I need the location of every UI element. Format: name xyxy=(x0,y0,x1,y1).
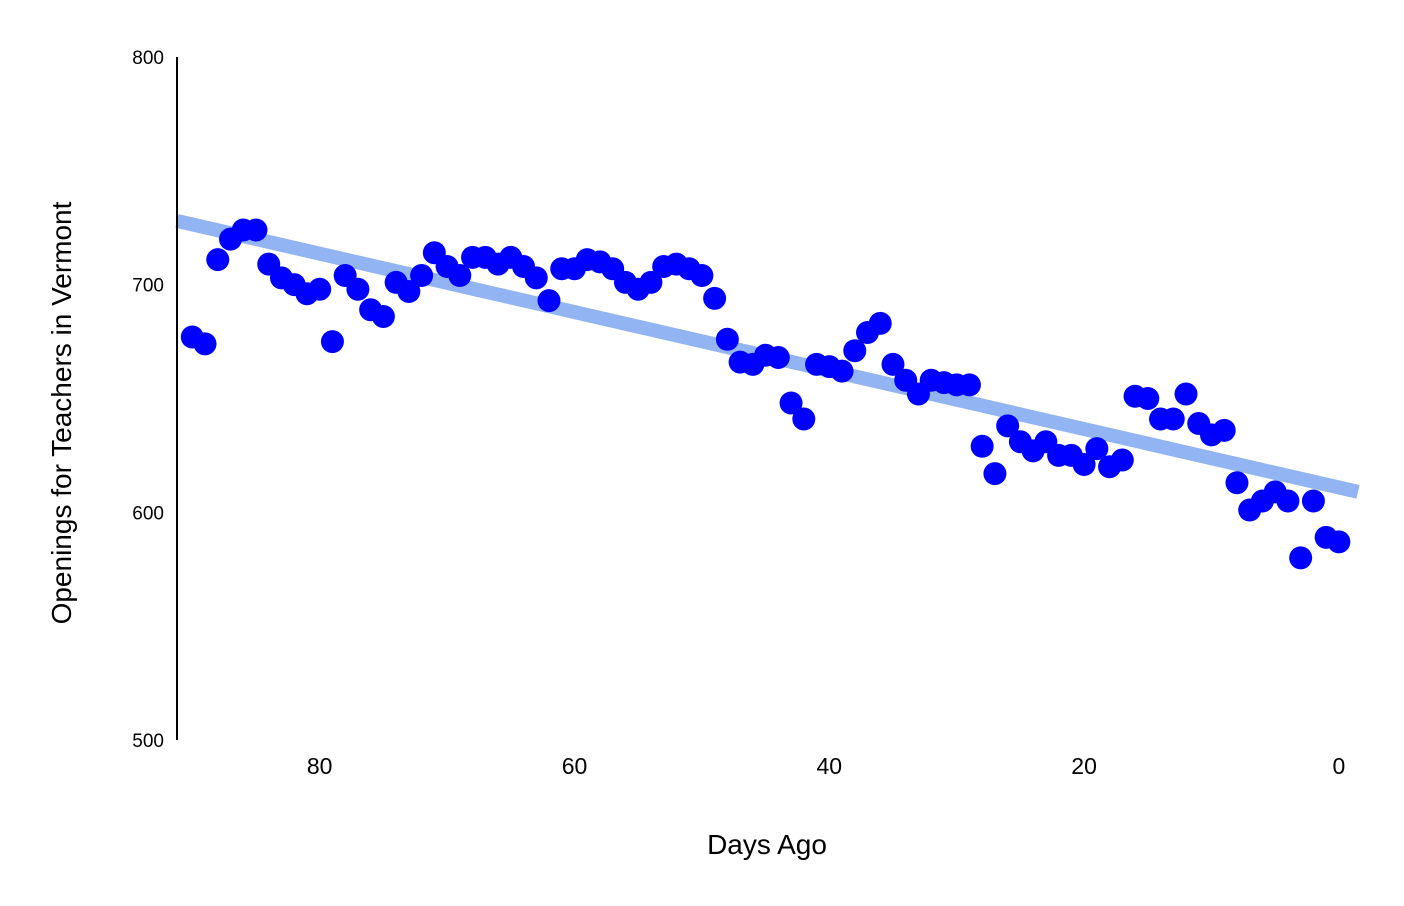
y-tick-label: 500 xyxy=(132,731,164,752)
data-point xyxy=(1110,448,1134,472)
data-point xyxy=(410,264,434,288)
x-tick-label: 60 xyxy=(562,753,588,779)
data-point xyxy=(690,264,714,288)
data-point xyxy=(881,352,905,376)
data-point xyxy=(1085,437,1109,461)
y-axis-title: Openings for Teachers in Vermont xyxy=(46,201,77,624)
data-point xyxy=(1161,407,1185,431)
data-point xyxy=(830,359,854,383)
data-point xyxy=(524,266,548,290)
y-tick-label: 800 xyxy=(132,48,164,69)
data-point xyxy=(868,311,892,335)
data-point xyxy=(766,346,790,370)
data-point xyxy=(957,373,981,397)
data-point xyxy=(779,391,803,415)
data-point xyxy=(715,327,739,351)
x-tick-label: 80 xyxy=(307,753,333,779)
data-point xyxy=(1174,382,1198,406)
data-point xyxy=(1289,546,1313,570)
x-tick-labels: 80 60 40 20 0 xyxy=(307,753,1345,779)
data-point xyxy=(1276,489,1300,513)
data-point xyxy=(792,407,816,431)
data-point xyxy=(970,434,994,458)
data-point xyxy=(308,277,332,301)
data-point xyxy=(244,218,268,242)
data-point xyxy=(1301,489,1325,513)
y-tick-label: 700 xyxy=(132,276,164,297)
data-point xyxy=(1072,453,1096,477)
data-point xyxy=(639,270,663,294)
data-point xyxy=(983,462,1007,486)
y-tick-labels: 800 700 600 500 xyxy=(132,48,164,752)
data-point xyxy=(703,286,727,310)
data-point xyxy=(537,289,561,313)
x-axis-title: Days Ago xyxy=(707,829,827,860)
data-point xyxy=(1327,530,1351,554)
y-tick-label: 600 xyxy=(132,503,164,524)
data-point xyxy=(193,332,217,356)
data-points-layer xyxy=(180,218,1351,570)
data-point xyxy=(1136,387,1160,410)
data-point xyxy=(397,279,421,303)
data-point xyxy=(1212,418,1236,442)
data-point xyxy=(320,330,344,354)
data-point xyxy=(996,414,1020,438)
data-point xyxy=(346,277,370,301)
x-tick-label: 20 xyxy=(1071,753,1097,779)
x-tick-label: 40 xyxy=(816,753,842,779)
data-point xyxy=(1225,471,1249,495)
data-point xyxy=(843,339,867,363)
data-point xyxy=(371,305,395,329)
data-point xyxy=(206,248,230,272)
x-tick-label: 0 xyxy=(1332,753,1345,779)
data-point xyxy=(448,264,472,288)
